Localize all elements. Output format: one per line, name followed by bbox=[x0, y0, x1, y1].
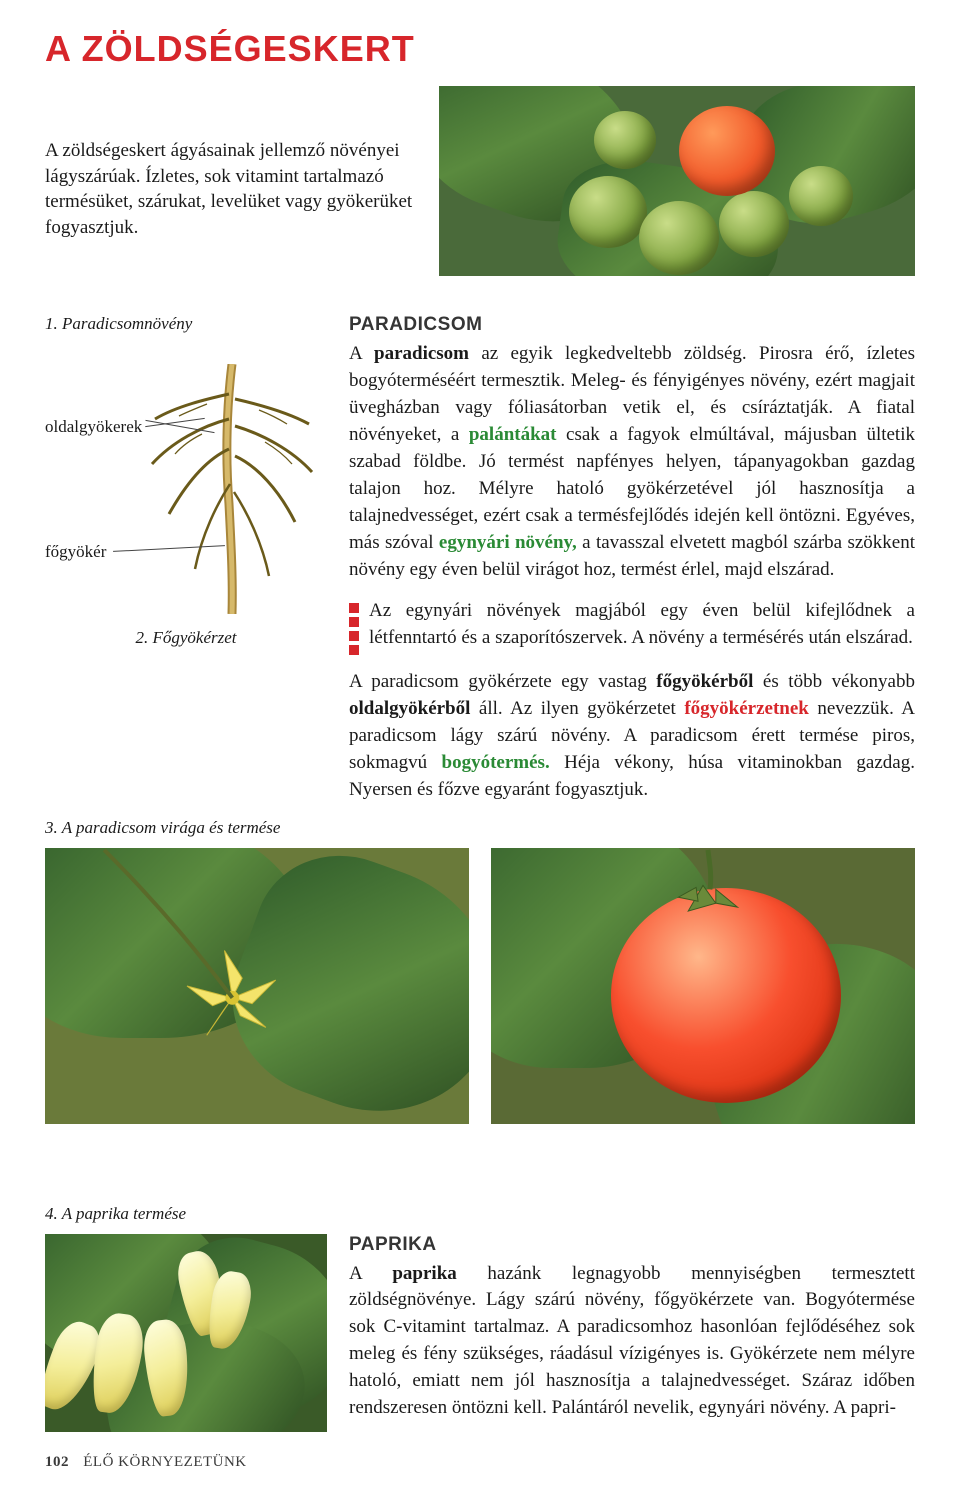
root-illustration bbox=[147, 364, 317, 614]
section-head-paprika: PAPRIKA bbox=[349, 1232, 915, 1259]
root-diagram: oldalgyökerek főgyökér bbox=[45, 342, 327, 622]
page-footer: 102 ÉLŐ KÖRNYEZETÜNK bbox=[45, 1454, 915, 1471]
hero-intro-text: A zöldségeskert ágyásainak jellemző növé… bbox=[45, 86, 415, 276]
photo-tomato-flower bbox=[45, 848, 469, 1124]
running-head: ÉLŐ KÖRNYEZETÜNK bbox=[83, 1454, 246, 1470]
photo-peppers bbox=[45, 1234, 327, 1432]
caption-1: 1. Paradicsomnövény bbox=[45, 312, 327, 336]
callout-text: Az egynyári növények magjából egy éven b… bbox=[369, 598, 915, 655]
photo-ripe-tomato bbox=[491, 848, 915, 1124]
right-column: PARADICSOM A paradicsom az egyik legkedv… bbox=[349, 312, 915, 804]
hero-row: A zöldségeskert ágyásainak jellemző növé… bbox=[45, 86, 915, 276]
callout-box: Az egynyári növények magjából egy éven b… bbox=[349, 598, 915, 655]
callout-bullets bbox=[349, 598, 359, 655]
caption-2: 2. Főgyökérzet bbox=[45, 626, 327, 650]
bottom-section: 4. A paprika termése PAPRIKA A paprika h… bbox=[45, 1204, 915, 1432]
caption-3: 3. A paradicsom virága és termése bbox=[45, 818, 915, 838]
paragraph-paradicsom-1: A paradicsom az egyik legkedveltebb zöld… bbox=[349, 341, 915, 584]
diagram-label-side-roots: oldalgyökerek bbox=[45, 415, 142, 439]
paragraph-paradicsom-2: A paradicsom gyökérzete egy vastag főgyö… bbox=[349, 669, 915, 804]
bottom-right-column: PAPRIKA A paprika hazánk legnagyobb menn… bbox=[349, 1204, 915, 1432]
photo-pair bbox=[45, 848, 915, 1124]
section-head-paradicsom: PARADICSOM bbox=[349, 312, 915, 339]
page-title: A ZÖLDSÉGESKERT bbox=[45, 28, 915, 70]
bottom-left-column: 4. A paprika termése bbox=[45, 1204, 327, 1432]
left-column: 1. Paradicsomnövény bbox=[45, 312, 327, 804]
two-column-section: 1. Paradicsomnövény bbox=[45, 312, 915, 804]
paragraph-paprika: A paprika hazánk legnagyobb mennyiségben… bbox=[349, 1261, 915, 1423]
diagram-label-main-root: főgyökér bbox=[45, 540, 106, 564]
hero-image-tomato-plant bbox=[439, 86, 915, 276]
page-number: 102 bbox=[45, 1454, 69, 1470]
caption-4: 4. A paprika termése bbox=[45, 1204, 327, 1224]
